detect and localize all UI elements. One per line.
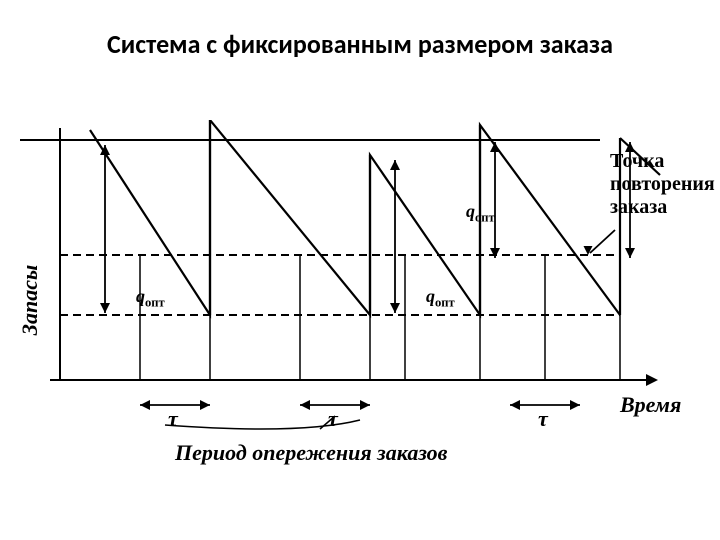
qopt-label-1: qопт [118, 265, 165, 332]
qopt-label-3: qопт [448, 180, 495, 247]
tau-label-1: τ [168, 406, 178, 432]
y-axis-label: Запасы [17, 265, 43, 335]
tau-label-3: τ [538, 406, 548, 432]
x-axis-label: Время [620, 392, 681, 418]
tau-label-2: τ [328, 406, 338, 432]
diagram-container: Запасы Время Точка повторения заказа Пер… [0, 120, 720, 480]
reorder-point-label: Точка повторения заказа [610, 150, 715, 219]
page-title: Система с фиксированным размером заказа [0, 28, 720, 60]
lead-period-label: Период опережения заказов [175, 440, 447, 466]
qopt-label-2: qопт [408, 265, 455, 332]
